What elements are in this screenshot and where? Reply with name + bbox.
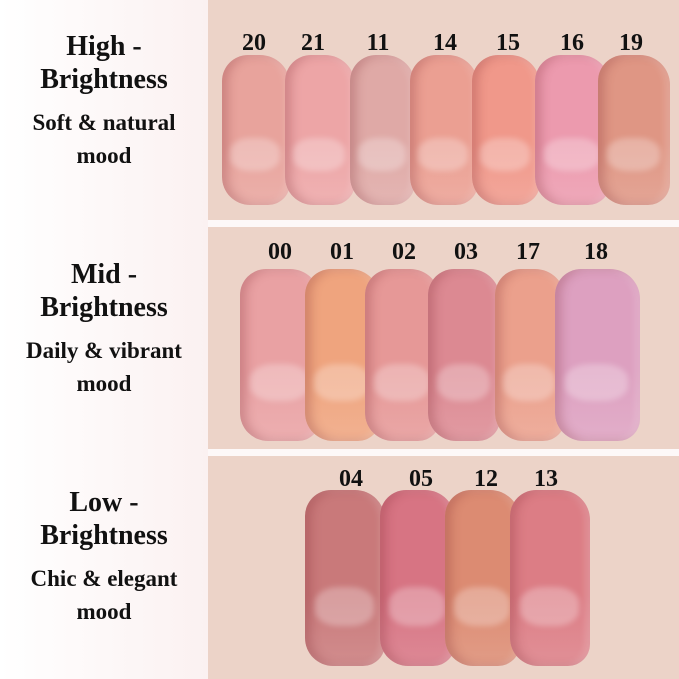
shade-number: 00 [268, 239, 292, 265]
group-title: Brightness [40, 520, 168, 551]
swatch-19 [598, 55, 670, 205]
shade-number: 03 [454, 239, 478, 265]
shade-number: 18 [584, 239, 608, 265]
swatch-12 [445, 490, 520, 666]
shade-number: 05 [409, 466, 433, 492]
left-column [0, 0, 208, 679]
group-mood: Daily & vibrant [26, 338, 182, 363]
group-mood: mood [76, 371, 132, 396]
shade-number: 02 [392, 239, 416, 265]
group-mood: Soft & natural [32, 110, 176, 135]
group-mood: mood [76, 143, 132, 168]
swatch-18 [555, 269, 640, 441]
group-low-label: Low - Brightness Chic & elegant mood [0, 486, 208, 628]
shade-number: 14 [433, 30, 457, 56]
group-title: High - [66, 31, 142, 62]
swatch-04 [305, 490, 385, 666]
group-mood: mood [76, 599, 132, 624]
group-title: Brightness [40, 292, 168, 323]
group-mid-label: Mid - Brightness Daily & vibrant mood [0, 258, 208, 400]
swatch-14 [410, 55, 478, 205]
swatch-panel-low: 04 05 12 13 [208, 456, 679, 679]
shade-number: 17 [516, 239, 540, 265]
group-title: Low - [69, 487, 139, 518]
group-high-label: High - Brightness Soft & natural mood [0, 30, 208, 172]
shade-number: 19 [619, 30, 643, 56]
shade-number: 11 [366, 30, 390, 56]
swatch-05 [380, 490, 455, 666]
shade-number: 20 [242, 30, 266, 56]
swatch-20 [222, 55, 290, 205]
shade-number: 13 [534, 466, 558, 492]
swatch-13 [510, 490, 590, 666]
swatch-panel-high: 20 21 11 14 15 16 19 [208, 0, 679, 220]
swatch-21 [285, 55, 355, 205]
shade-number: 21 [301, 30, 325, 56]
shade-number: 15 [496, 30, 520, 56]
group-mood: Chic & elegant [30, 566, 178, 591]
swatch-17 [495, 269, 565, 441]
shade-number: 04 [339, 466, 363, 492]
shade-number: 12 [474, 466, 498, 492]
swatch-panel-mid: 00 01 02 03 17 18 [208, 227, 679, 449]
swatch-11 [350, 55, 415, 205]
group-title: Brightness [40, 64, 168, 95]
swatch-03 [428, 269, 500, 441]
group-title: Mid - [70, 259, 138, 290]
shade-number: 16 [560, 30, 584, 56]
shade-number: 01 [330, 239, 354, 265]
swatch-15 [472, 55, 540, 205]
